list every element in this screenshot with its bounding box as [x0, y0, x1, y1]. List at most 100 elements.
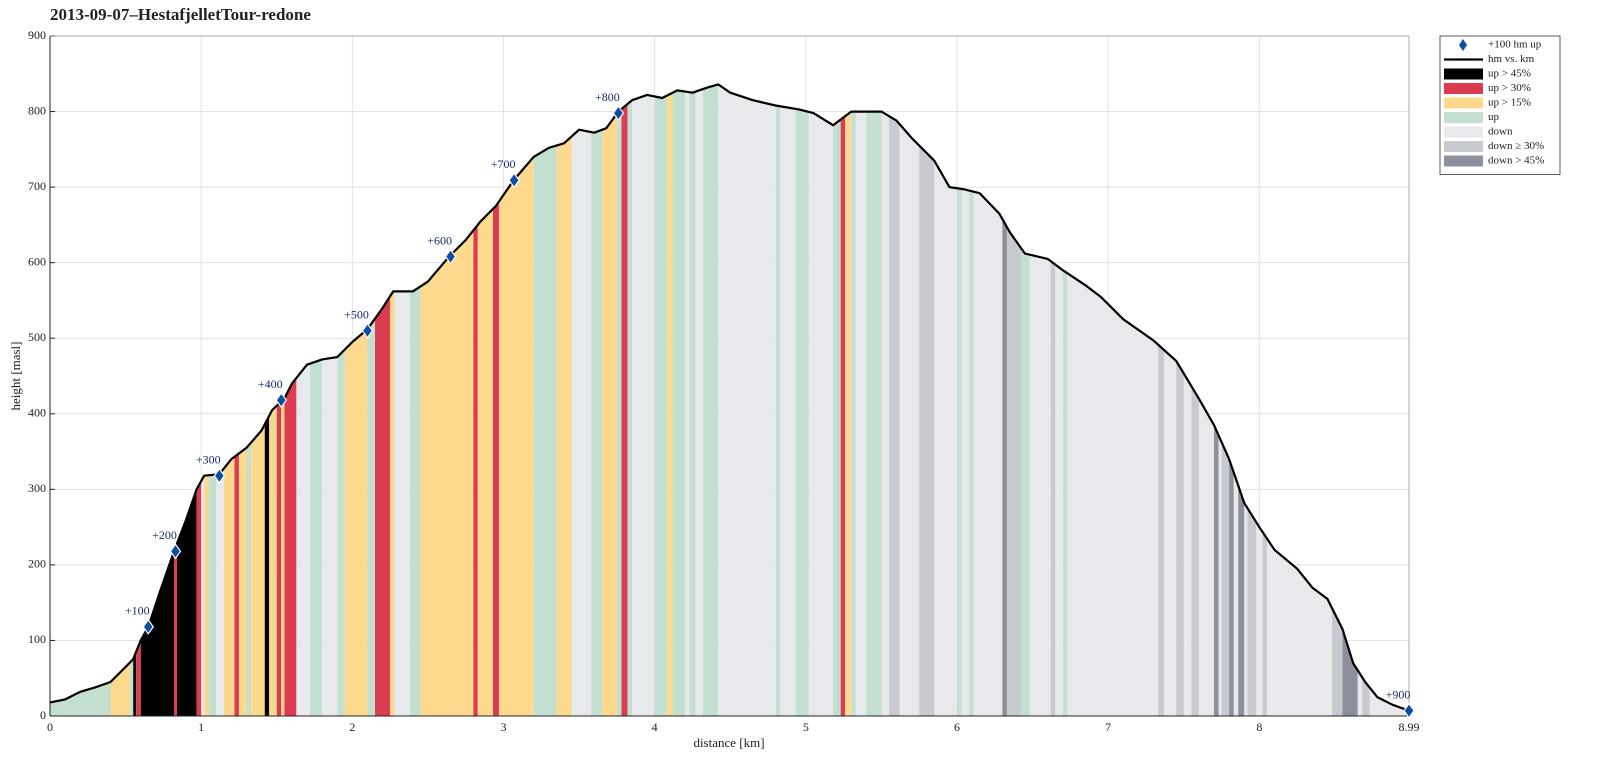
legend-label: up > 45%: [1488, 68, 1531, 80]
x-tick-label: 7: [1105, 720, 1111, 734]
climb-label: +900: [1386, 687, 1411, 701]
slope-band: [775, 105, 781, 716]
x-tick-label: 6: [954, 720, 960, 734]
slope-band: [934, 160, 958, 716]
slope-band: [173, 543, 177, 716]
slope-band: [251, 424, 265, 716]
slope-band: [1244, 502, 1248, 716]
x-tick-label: 1: [198, 720, 204, 734]
slope-band: [367, 318, 376, 716]
slope-band: [1158, 344, 1165, 716]
profile-line: [49, 83, 1410, 712]
slope-band: [808, 111, 834, 716]
slope-band: [666, 92, 673, 716]
legend-marker: [1459, 39, 1467, 51]
x-tick-label: 3: [501, 720, 507, 734]
climb-marker: [612, 105, 625, 122]
legend-label: up: [1488, 111, 1500, 123]
slope-band: [1191, 386, 1199, 716]
slope-band: [1256, 522, 1263, 716]
slope-band: [556, 136, 572, 716]
y-axis-label: height [masl]: [8, 342, 23, 411]
slope-band: [840, 116, 846, 717]
slope-band: [899, 124, 920, 716]
slope-band: [498, 156, 534, 716]
slope-band: [689, 91, 696, 716]
slope-band: [1229, 459, 1234, 716]
slope-band: [246, 442, 252, 716]
x-tick-label: 4: [652, 720, 658, 734]
legend-swatch: [1444, 112, 1483, 123]
slope-band: [533, 145, 557, 717]
y-tick-label: 500: [28, 330, 46, 344]
slope-band: [264, 415, 270, 716]
slope-band: [409, 286, 421, 716]
x-tick-label: 8: [1256, 720, 1262, 734]
slope-band: [654, 95, 667, 716]
slope-band: [1218, 435, 1222, 716]
climb-label: +400: [258, 377, 283, 391]
slope-band: [281, 398, 285, 716]
climb-marker: [275, 392, 288, 409]
x-axis-label: distance [km]: [693, 735, 764, 750]
x-tick-label: 0: [47, 720, 53, 734]
slope-band: [140, 551, 174, 716]
slope-band: [1213, 425, 1219, 716]
slope-band: [1067, 273, 1159, 716]
slope-band: [888, 116, 900, 717]
x-tick-label: 5: [803, 720, 809, 734]
slope-band: [672, 90, 685, 716]
slope-band: [1020, 247, 1030, 716]
slope-band: [473, 224, 478, 716]
slope-band: [855, 111, 867, 717]
legend-label: up > 15%: [1488, 97, 1531, 109]
slope-band: [1183, 373, 1192, 716]
slope-band: [833, 119, 841, 716]
y-tick-label: 400: [28, 406, 46, 420]
slope-band: [1050, 261, 1056, 716]
slope-band: [296, 363, 311, 716]
slope-band: [234, 453, 239, 716]
slope-band: [420, 230, 474, 717]
bands: [50, 84, 1409, 717]
y-tick-label: 100: [28, 632, 46, 646]
legend-label: down ≥ 30%: [1488, 140, 1544, 152]
climb-marker: [508, 172, 520, 189]
legend-label: up > 30%: [1488, 82, 1531, 94]
slope-band: [1233, 472, 1239, 716]
slope-band: [492, 201, 499, 716]
slope-band: [394, 291, 410, 716]
slope-band: [133, 651, 137, 716]
slope-band: [1002, 218, 1007, 716]
slope-band: [1266, 538, 1332, 716]
slope-band: [695, 88, 704, 716]
slope-band: [1331, 607, 1343, 716]
slope-band: [1055, 264, 1063, 716]
y-tick-label: 300: [28, 481, 46, 495]
slope-band: [845, 111, 852, 717]
slope-band: [718, 84, 776, 717]
slope-band: [957, 188, 962, 716]
slope-band: [1262, 531, 1267, 716]
slope-band: [1357, 670, 1363, 716]
slope-band: [204, 475, 209, 716]
slope-band: [344, 329, 368, 716]
chart-title: 2013-09-07–HestafjelletTour-redone: [50, 5, 311, 24]
climb-marker: [444, 248, 457, 265]
slope-band: [591, 129, 602, 716]
slope-band: [110, 662, 131, 716]
climb-marker: [1403, 702, 1415, 719]
climb-label: +100: [125, 604, 150, 618]
slope-band: [621, 104, 628, 716]
slope-band: [969, 190, 974, 716]
slope-band: [201, 475, 205, 716]
slope-band: [1164, 350, 1177, 716]
slope-band: [866, 111, 882, 717]
slope-band: [284, 377, 297, 716]
legend-label: hm vs. km: [1488, 53, 1535, 65]
slope-band: [176, 489, 197, 716]
y-tick-label: 0: [40, 708, 46, 722]
climb-label: +700: [491, 157, 516, 171]
legend-swatch: [1444, 155, 1483, 167]
